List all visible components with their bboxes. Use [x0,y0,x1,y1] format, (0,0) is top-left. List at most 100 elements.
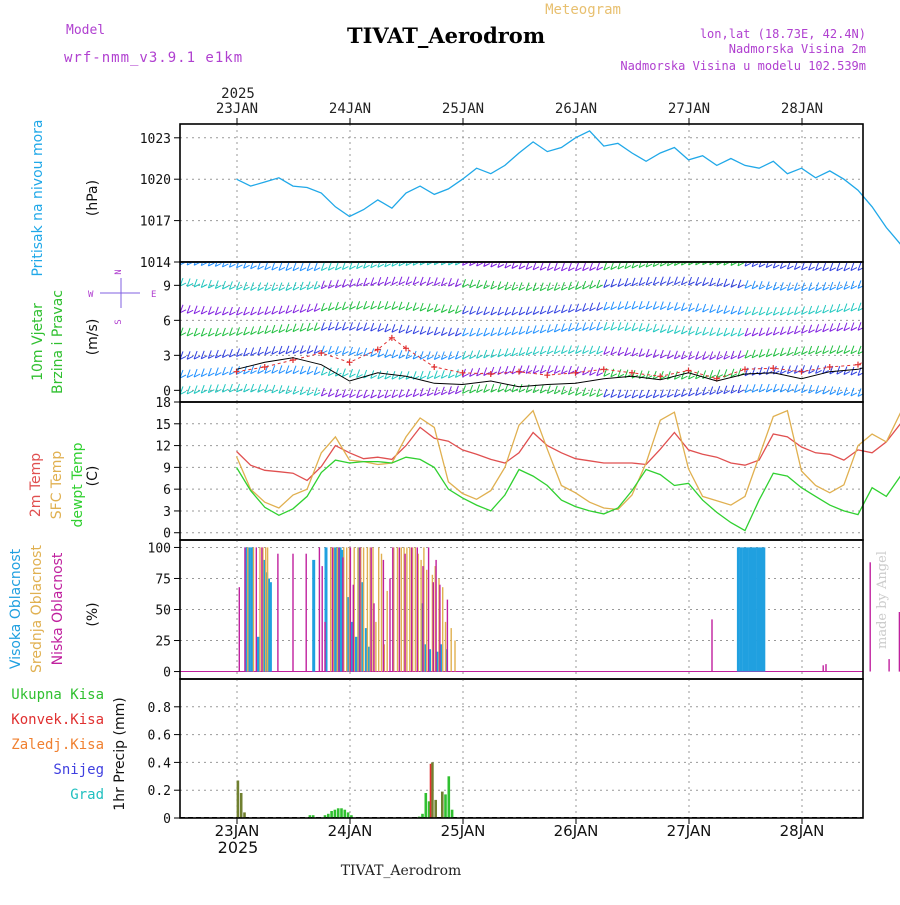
wind-barb [667,351,673,359]
wind-barb [731,279,737,287]
wind-barb [385,350,391,358]
cloud-bar [381,554,382,672]
y-tick-label: 12 [155,440,171,455]
wind-barb [886,261,892,269]
wind-barb [554,324,560,332]
wind-barb [794,347,800,355]
wind-barb [251,282,257,290]
wind-barb [286,283,292,291]
wind-barb [809,262,815,270]
wind-barb [498,328,504,336]
wind-barb [448,370,454,378]
cloud-bar [355,637,358,672]
cloud-bar [267,547,268,671]
wind-barb [879,369,885,377]
wind-barb [533,262,539,270]
wind-barb [724,328,730,336]
wind-barb [187,257,193,265]
wind-barb [321,367,327,375]
wind-barb [498,349,504,357]
wind-barb [251,366,257,374]
wind-barb [328,303,334,311]
wind-barb [597,280,603,288]
station-elevation: Nadmorska Visina 2m [729,42,866,56]
wind-barb [653,277,659,285]
cloud-bar [350,547,351,671]
wind-barb [307,263,313,271]
wind-barb [879,261,885,269]
wind-barb [703,257,709,265]
wind-barb [300,323,306,331]
wind-barb [399,325,405,333]
wind-barb [886,390,892,398]
wind-barb [378,301,384,309]
wind-barb [830,346,836,354]
cloud-bar [439,585,440,672]
cloud-bar [371,547,372,671]
wind-barb [583,346,589,354]
wind-barb [533,325,539,333]
cloud-bar [253,547,254,671]
cloud-bar [277,554,278,672]
wind-barb [314,323,320,331]
compass-s: S [114,319,124,324]
wind-barb [731,385,737,393]
wind-barb [752,307,758,315]
y-tick-label: 0 [163,527,171,542]
wind-barb [837,323,843,331]
wind-barb [540,385,546,393]
pressure-ylabel: Pritisak na nivou mora [30,119,46,276]
wind-barb [865,262,871,270]
wind-barb [583,388,589,396]
wind-barb [222,328,228,336]
wind-barb [533,365,539,373]
wind-barb [604,389,610,397]
wind-barb [597,302,603,310]
wind-barb [561,346,567,354]
wind-barb [434,277,440,285]
wind-barb [406,371,412,379]
wind-barb [470,351,476,359]
precip-bar [441,792,444,818]
wind-barb [830,263,836,271]
wind-barb [244,348,250,356]
wind-barb [491,259,497,267]
wind-barb [660,350,666,358]
wind-barb [229,384,235,392]
wind-barb [335,302,341,310]
wind-barb [893,278,899,286]
wind-barb [342,262,348,270]
precip-bar [448,776,451,818]
wind-barb [710,305,716,313]
wind-barb [392,277,398,285]
wind-barb [787,307,793,315]
y-tick-label: 25 [155,635,171,650]
precip-ylabel: 1hr Precip (mm) [112,697,128,810]
wind-barb [809,325,815,333]
wind-barb [604,262,610,270]
wind-barb [470,368,476,376]
wind-barb [406,325,412,333]
top-day-label: 26JAN [555,101,597,117]
wind-barb [618,322,624,330]
wind-barb [406,302,412,310]
wind-barb [696,257,702,265]
y-tick-label: 50 [155,604,171,619]
chart-title: TIVAT_Aerodrom [347,23,545,48]
wind-barb [484,307,490,315]
wind-barb [780,307,786,315]
wind-barb [378,277,384,285]
y-tick-label: 0 [163,812,171,827]
wind-barb [604,322,610,330]
wind-barb [300,282,306,290]
wind-barb [710,257,716,265]
precip-bar [334,810,337,818]
wind-barb [244,384,250,392]
wind-barb [258,283,264,291]
wind-barb [851,323,857,331]
wind-barb [703,304,709,312]
wind-barb [773,282,779,290]
wind-gust-marker [573,370,579,376]
wind-barb [328,322,334,330]
wind-barb [229,328,235,336]
